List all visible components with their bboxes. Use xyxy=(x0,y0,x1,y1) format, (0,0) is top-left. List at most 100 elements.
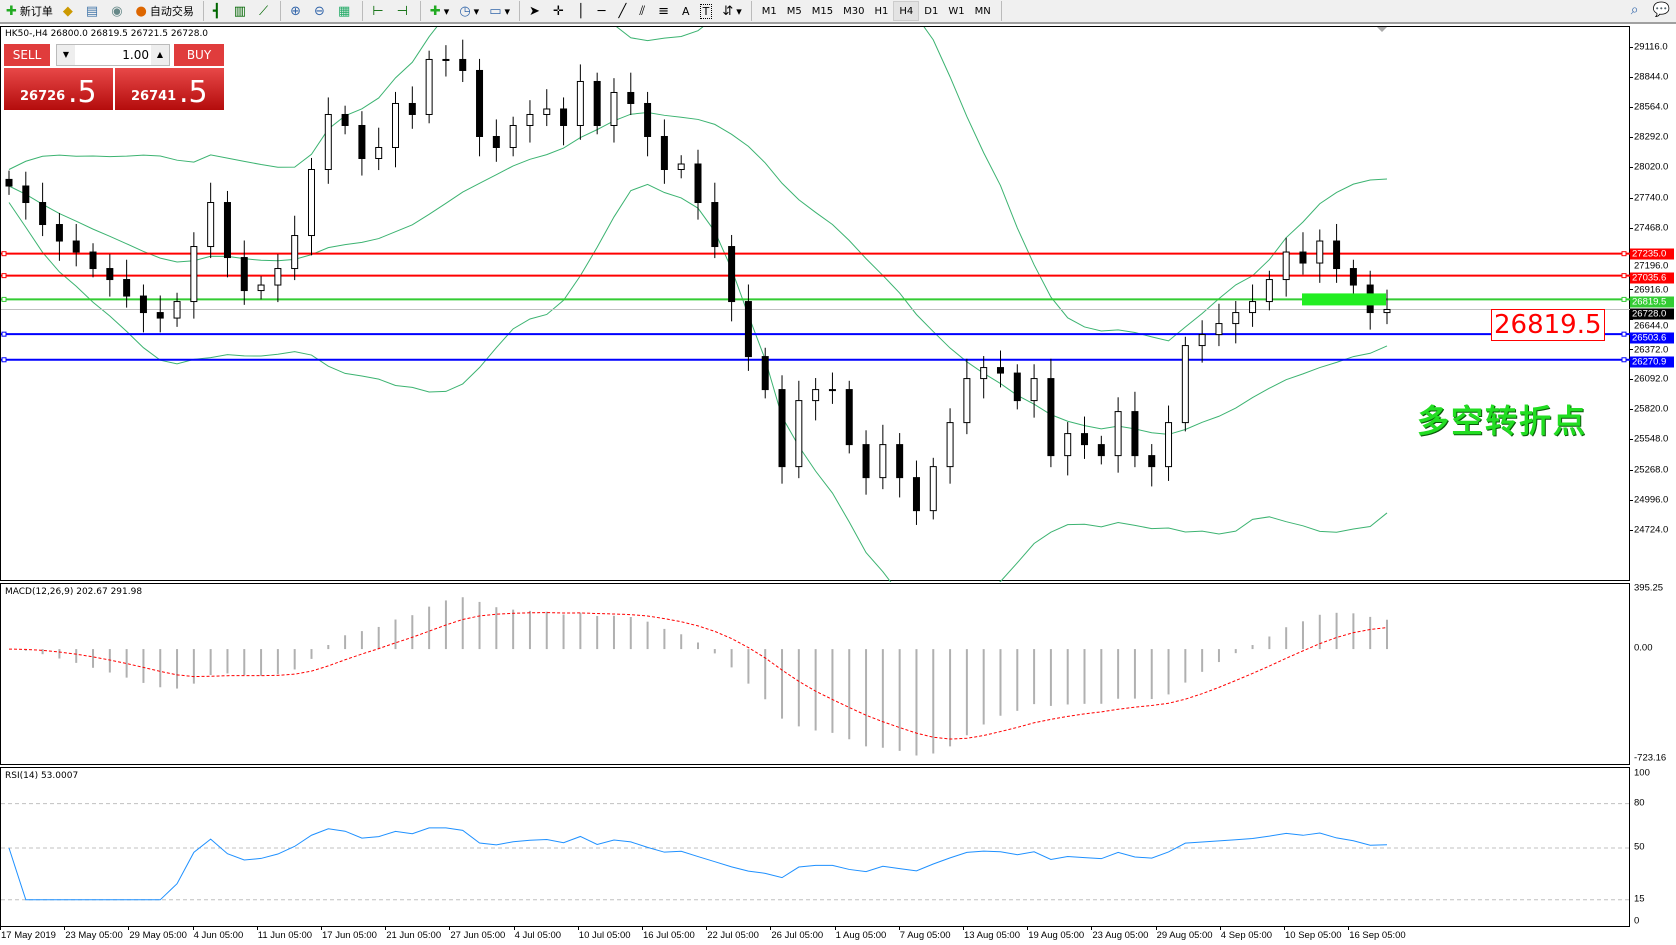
autoscroll-icon: ⊣ xyxy=(396,3,408,19)
level-handle[interactable] xyxy=(1621,296,1627,302)
bar-chart-button[interactable]: ┫ xyxy=(209,1,228,21)
axis-tick xyxy=(1630,348,1633,350)
level-price-tag: 26728.0 xyxy=(1630,308,1674,320)
level-handle[interactable] xyxy=(1,296,7,302)
signals-button[interactable]: ◉ xyxy=(107,1,129,21)
candle xyxy=(744,284,752,371)
horizontal-line-button[interactable]: ─ xyxy=(594,1,613,21)
timeframe-h4[interactable]: H4 xyxy=(893,1,920,21)
timeframe-w1[interactable]: W1 xyxy=(948,5,965,17)
timeframe-h1[interactable]: H1 xyxy=(874,5,889,17)
chart-shift-button[interactable]: ⊢ xyxy=(368,1,390,21)
annotation-text[interactable]: 多空转折点 xyxy=(1417,402,1588,440)
bollinger-upper xyxy=(8,27,1388,342)
fibonacci-button[interactable]: ≡ xyxy=(654,1,676,21)
candle xyxy=(560,97,568,146)
date-tick xyxy=(834,926,836,930)
level-price-tag: 27035.6 xyxy=(1630,272,1674,284)
level-handle[interactable] xyxy=(1,331,7,337)
text-button[interactable]: A xyxy=(678,1,694,21)
lot-size-input[interactable] xyxy=(77,47,149,63)
level-handle[interactable] xyxy=(1,273,7,279)
candle xyxy=(1165,405,1173,481)
crosshair-button[interactable]: ✛ xyxy=(549,1,571,21)
candle xyxy=(375,127,383,171)
level-handle[interactable] xyxy=(1621,331,1627,337)
candle xyxy=(862,430,870,495)
cursor-icon: ➤ xyxy=(529,3,540,19)
buy-price-button[interactable]: 26741 .5 xyxy=(115,68,224,110)
timeframe-mn[interactable]: MN xyxy=(974,5,991,17)
level-handle[interactable] xyxy=(1621,251,1627,257)
buy-button[interactable]: BUY xyxy=(174,44,224,66)
cursor-button[interactable]: ➤ xyxy=(525,1,547,21)
zoom-in-button[interactable]: ⊕ xyxy=(286,1,308,21)
templates-button[interactable]: ▭ ▾ xyxy=(489,3,511,19)
candle xyxy=(828,372,836,404)
chat-icon[interactable]: 💬 xyxy=(1652,2,1670,18)
arrows-button[interactable]: ⇵ ▾ xyxy=(722,3,742,19)
date-tick xyxy=(642,926,643,930)
price-chart-pane[interactable]: HK50-,H4 26800.0 26819.5 26721.5 26728.0 xyxy=(0,26,1631,582)
timeframe-m1[interactable]: M1 xyxy=(761,5,777,17)
candle xyxy=(307,157,315,256)
candle xyxy=(660,119,668,184)
trendline-button[interactable]: ╱ xyxy=(615,1,634,21)
price-label-object[interactable]: 26819.5 xyxy=(1491,309,1605,341)
candle xyxy=(207,182,215,259)
lot-decrease-button[interactable]: ▼ xyxy=(57,45,75,65)
line-chart-button[interactable]: ⟋ xyxy=(255,1,275,21)
level-handle[interactable] xyxy=(1,357,7,363)
tile-windows-button[interactable]: ▦ xyxy=(334,1,357,21)
level-handle[interactable] xyxy=(1,251,7,257)
indicators-button[interactable]: ✚ ▾ xyxy=(429,3,450,19)
equidistant-channel-button[interactable]: ⫽ xyxy=(635,1,652,21)
axis-tick xyxy=(1630,500,1633,502)
highlight-rectangle[interactable] xyxy=(1302,293,1386,306)
candle xyxy=(694,149,702,220)
buy-price-pips: .5 xyxy=(179,75,208,110)
macd-pane[interactable]: MACD(12,26,9) 202.67 291.98 xyxy=(0,583,1630,765)
timeframe-m5[interactable]: M5 xyxy=(786,5,802,17)
history-center-button[interactable]: ◆ xyxy=(59,1,80,21)
date-tick xyxy=(513,926,515,930)
zoom-out-button[interactable]: ⊖ xyxy=(310,1,332,21)
candle xyxy=(728,234,736,322)
market-watch-button[interactable]: ▤ xyxy=(82,1,105,21)
new-order-button[interactable]: ✚ 新订单 xyxy=(2,1,57,21)
date-axis-label: 4 Jun 05:00 xyxy=(193,930,244,941)
lot-increase-button[interactable]: ▲ xyxy=(151,45,169,65)
date-axis-label: 16 Jul 05:00 xyxy=(643,930,695,941)
auto-trading-label: 自动交易 xyxy=(149,5,194,18)
level-handle[interactable] xyxy=(1621,273,1627,279)
sell-button[interactable]: SELL xyxy=(4,44,50,66)
candlestick-button[interactable]: ▥ xyxy=(230,1,253,21)
price-chart-canvas xyxy=(1,27,1631,582)
chart-shift-icon: ⊢ xyxy=(372,3,384,19)
date-axis-label: 19 Aug 05:00 xyxy=(1028,930,1085,941)
candle xyxy=(425,50,433,124)
candle xyxy=(627,72,635,116)
level-handle[interactable] xyxy=(1621,357,1627,363)
macd-axis-label: -723.16 xyxy=(1634,752,1667,764)
candle xyxy=(1198,320,1206,363)
chart-shift-marker[interactable] xyxy=(1377,27,1387,32)
rsi-pane[interactable]: RSI(14) 53.0007 xyxy=(0,767,1631,927)
sell-price-button[interactable]: 26726 .5 xyxy=(4,68,113,110)
autoscroll-button[interactable]: ⊣ xyxy=(393,1,415,21)
periods-button[interactable]: ◷ ▾ xyxy=(459,3,480,19)
date-tick xyxy=(898,926,900,930)
timeframe-d1[interactable]: D1 xyxy=(924,5,939,17)
auto-trading-button[interactable]: ● 自动交易 xyxy=(132,1,198,21)
text-label-button[interactable]: T xyxy=(696,1,717,21)
price-axis-label: 26372.0 xyxy=(1634,344,1669,356)
vertical-line-button[interactable]: │ xyxy=(573,1,592,21)
timeframe-m15[interactable]: M15 xyxy=(811,5,834,17)
price-axis-label: 28020.0 xyxy=(1634,161,1669,173)
timeframe-m30[interactable]: M30 xyxy=(843,5,865,17)
candlestick-icon: ▥ xyxy=(233,3,247,19)
search-icon[interactable]: ⌕ xyxy=(1630,2,1639,18)
candle xyxy=(139,284,147,333)
buy-price-main: 26741 xyxy=(131,89,177,104)
date-axis-label: 17 Jun 05:00 xyxy=(322,930,377,941)
